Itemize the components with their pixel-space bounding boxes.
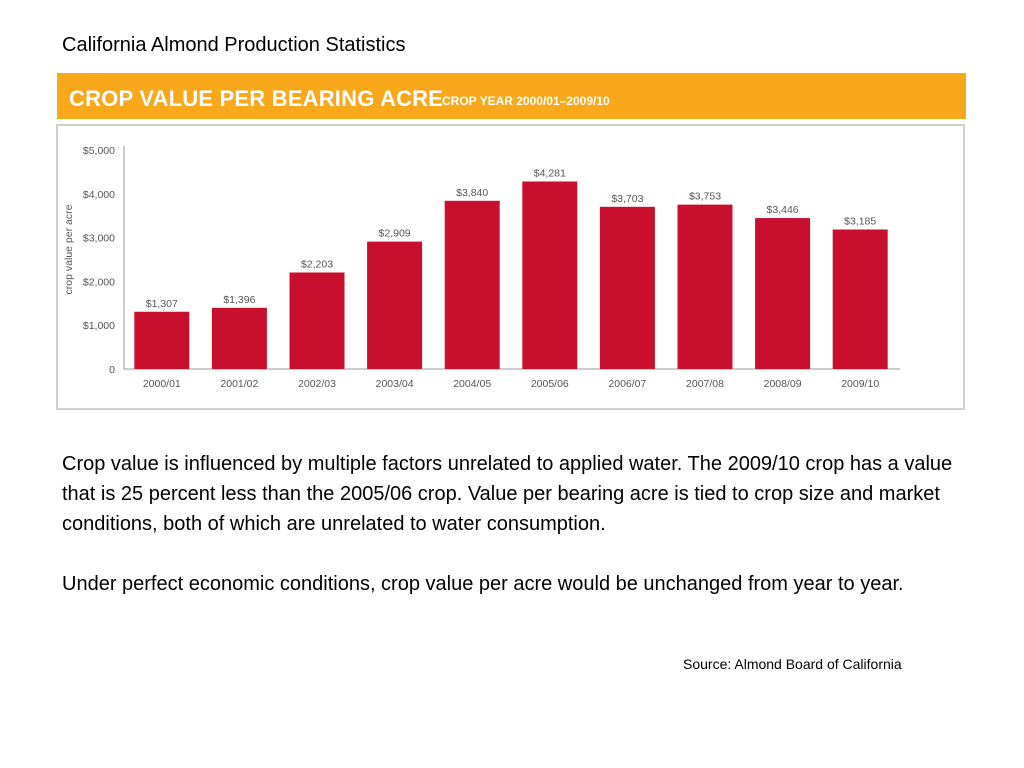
bar [599, 206, 655, 369]
x-tick-label: 2009/10 [841, 378, 879, 390]
x-tick-label: 2006/07 [608, 378, 646, 390]
y-tick-label: $2,000 [83, 276, 115, 288]
x-tick-label: 2003/04 [376, 378, 414, 390]
paragraph-crop-value: Crop value is influenced by multiple fac… [62, 453, 953, 535]
bar-value-label: $1,396 [223, 294, 255, 306]
bar [367, 241, 423, 369]
bar-value-label: $4,281 [534, 167, 566, 179]
bar-value-label: $3,753 [689, 191, 721, 203]
y-tick-label: $1,000 [83, 320, 115, 332]
source-note: Source: Almond Board of California [683, 656, 902, 672]
x-tick-label: 2000/01 [143, 378, 181, 390]
bar-value-label: $3,703 [611, 193, 643, 205]
bar [677, 204, 733, 369]
bar-chart: 0 $1,000 $2,000 $3,000 $4,000 $5,000 crop valu… [63, 145, 900, 390]
chart-subtitle: CROP YEAR 2000/01–2009/10 [442, 94, 610, 108]
x-tick-label: 2005/06 [531, 378, 569, 390]
bar-value-label: $3,840 [456, 187, 488, 199]
bar [444, 200, 500, 369]
y-tick-label: 0 [109, 364, 115, 376]
chart-banner: CROP VALUE PER BEARING ACRE CROP YEAR 20… [57, 73, 966, 119]
bar [211, 307, 267, 369]
y-tick-label: $3,000 [83, 233, 115, 245]
paragraph-economic-conditions: Under perfect economic conditions, crop … [62, 573, 904, 595]
x-tick-label: 2008/09 [764, 378, 802, 390]
bar-value-label: $1,307 [146, 298, 178, 310]
y-tick-label: $5,000 [83, 145, 115, 157]
x-tick-label: 2002/03 [298, 378, 336, 390]
bar [289, 272, 345, 369]
chart-title: CROP VALUE PER BEARING ACRE [69, 86, 444, 111]
bar [134, 311, 190, 369]
chart-frame: 0 $1,000 $2,000 $3,000 $4,000 $5,000 crop valu… [56, 124, 965, 410]
bar [832, 229, 888, 369]
slide-title: California Almond Production Statistics [62, 34, 406, 56]
bar-value-label: $3,446 [767, 204, 799, 216]
bar [755, 218, 811, 369]
x-tick-label: 2001/02 [220, 378, 258, 390]
body-text: Crop value is influenced by multiple fac… [62, 449, 962, 599]
bar [522, 181, 578, 369]
bar-value-label: $3,185 [844, 215, 876, 227]
bar-value-label: $2,203 [301, 259, 333, 271]
y-tick-label: $4,000 [83, 189, 115, 201]
x-tick-label: 2004/05 [453, 378, 491, 390]
x-tick-label: 2007/08 [686, 378, 724, 390]
bar-value-label: $2,909 [379, 228, 411, 240]
y-axis-title: crop value per acre [63, 204, 75, 294]
